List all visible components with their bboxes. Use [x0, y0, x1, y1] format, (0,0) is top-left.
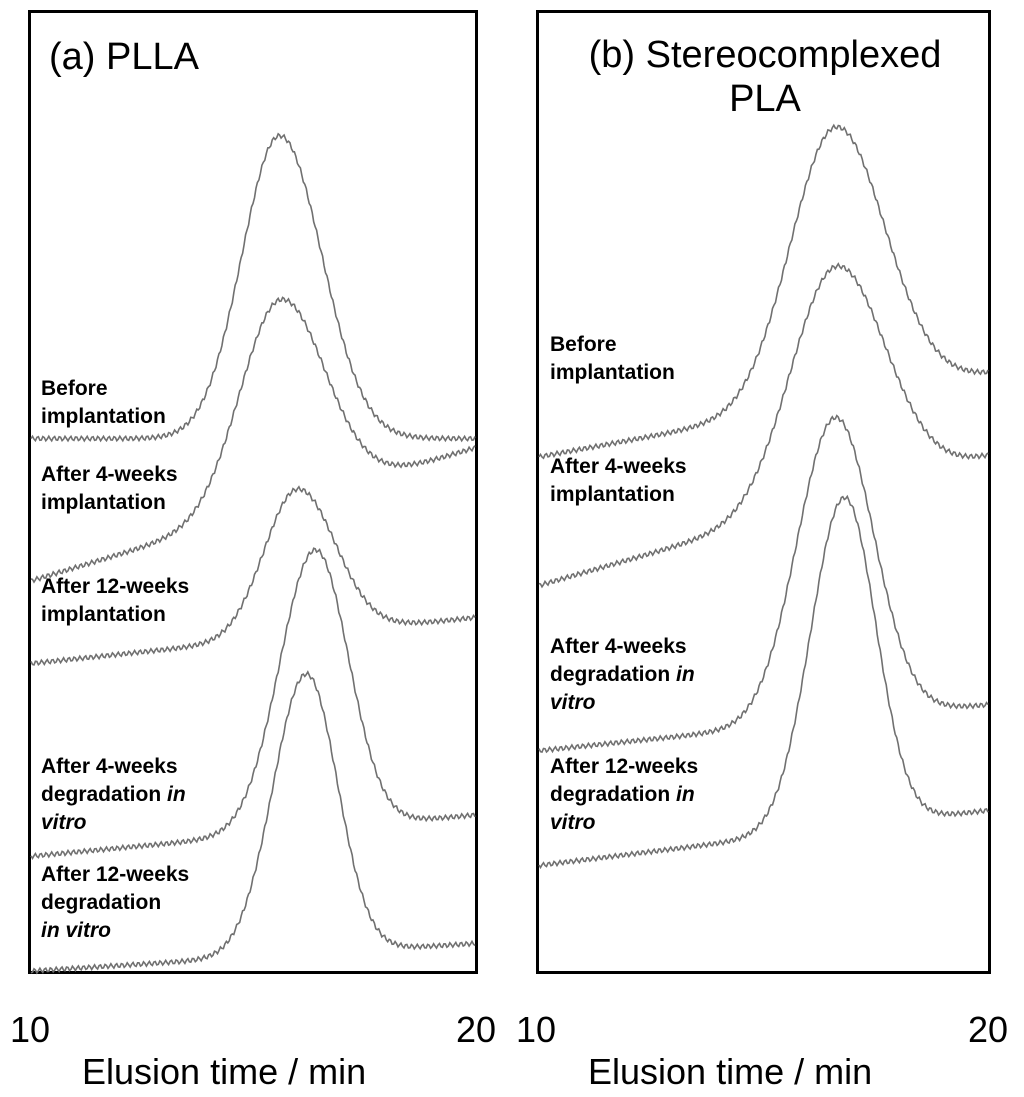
series-label-line: in — [676, 783, 695, 806]
series-label: Before implantation — [550, 331, 740, 387]
chart-panel-b: (b) Stereocomplexed PLA Before implantat… — [536, 10, 991, 974]
series-label-line: After 12-weeks — [41, 863, 190, 886]
series-label-line: in — [167, 783, 186, 806]
series-label: After 4-weeks implantation — [550, 453, 740, 509]
series-label: After 4-weeks degradation in vitro — [41, 753, 241, 837]
x-tick-label: 10 — [10, 1009, 51, 1050]
series-label: After 12-weeks implantation — [41, 573, 241, 629]
series-label-line: degradation — [550, 783, 677, 806]
series-label-line: implantation — [41, 405, 166, 428]
series-label-line: degradation — [550, 663, 677, 686]
series-line — [30, 670, 476, 975]
series-label-line: After 4-weeks — [550, 635, 687, 658]
series-line — [30, 547, 476, 860]
series-line — [538, 262, 989, 589]
series-line — [538, 123, 989, 460]
series-label-line: Before — [41, 377, 108, 400]
chromatogram-plot — [30, 132, 476, 975]
series-label-line: implantation — [41, 603, 166, 626]
series-label: After 12-weeks degradation in vitro — [550, 753, 750, 837]
series-label-line: degradation — [41, 783, 168, 806]
x-tick-label: 10 — [516, 1009, 557, 1050]
chart-title: (a) PLLA — [49, 36, 199, 78]
series-label-line: implantation — [550, 361, 675, 384]
series-label-line: vitro — [550, 691, 596, 714]
series-label-line: After 4-weeks — [550, 455, 687, 478]
series-label-line: After 12-weeks — [550, 755, 699, 778]
series-label: After 4-weeks implantation — [41, 461, 231, 517]
series-label: Before implantation — [41, 375, 231, 431]
series-label: After 12-weeks degradation in vitro — [41, 861, 241, 945]
series-label-line: After 4-weeks — [41, 755, 178, 778]
chart-panel-a: (a) PLLA Before implantation After 4-wee… — [28, 10, 478, 975]
series-label-line: Before — [550, 333, 617, 356]
series-line — [30, 485, 476, 666]
x-tick-label: 20 — [968, 1009, 1009, 1050]
series-label-line: vitro — [41, 811, 87, 834]
series-line — [30, 132, 476, 443]
chart-title: (b) Stereocomplexed PLA — [588, 34, 942, 120]
series-line — [538, 494, 989, 870]
series-label-line: in — [676, 663, 695, 686]
series-label-line: implantation — [550, 483, 675, 506]
chromatogram-plot — [538, 123, 989, 870]
series-line — [538, 414, 989, 754]
series-label-line: vitro — [550, 811, 596, 834]
series-label-line: in vitro — [41, 919, 112, 942]
series-label-line: After 12-weeks — [41, 575, 190, 598]
series-line — [30, 296, 476, 584]
x-axis-label: Elusion time / min — [588, 1051, 873, 1092]
series-label-line: After 4-weeks — [41, 463, 178, 486]
series-label-line: degradation — [41, 891, 162, 914]
series-label-line: implantation — [41, 491, 166, 514]
x-tick-label: 20 — [456, 1009, 497, 1050]
x-axis-label: Elusion time / min — [82, 1051, 367, 1092]
series-label: After 4-weeks degradation in vitro — [550, 633, 750, 717]
